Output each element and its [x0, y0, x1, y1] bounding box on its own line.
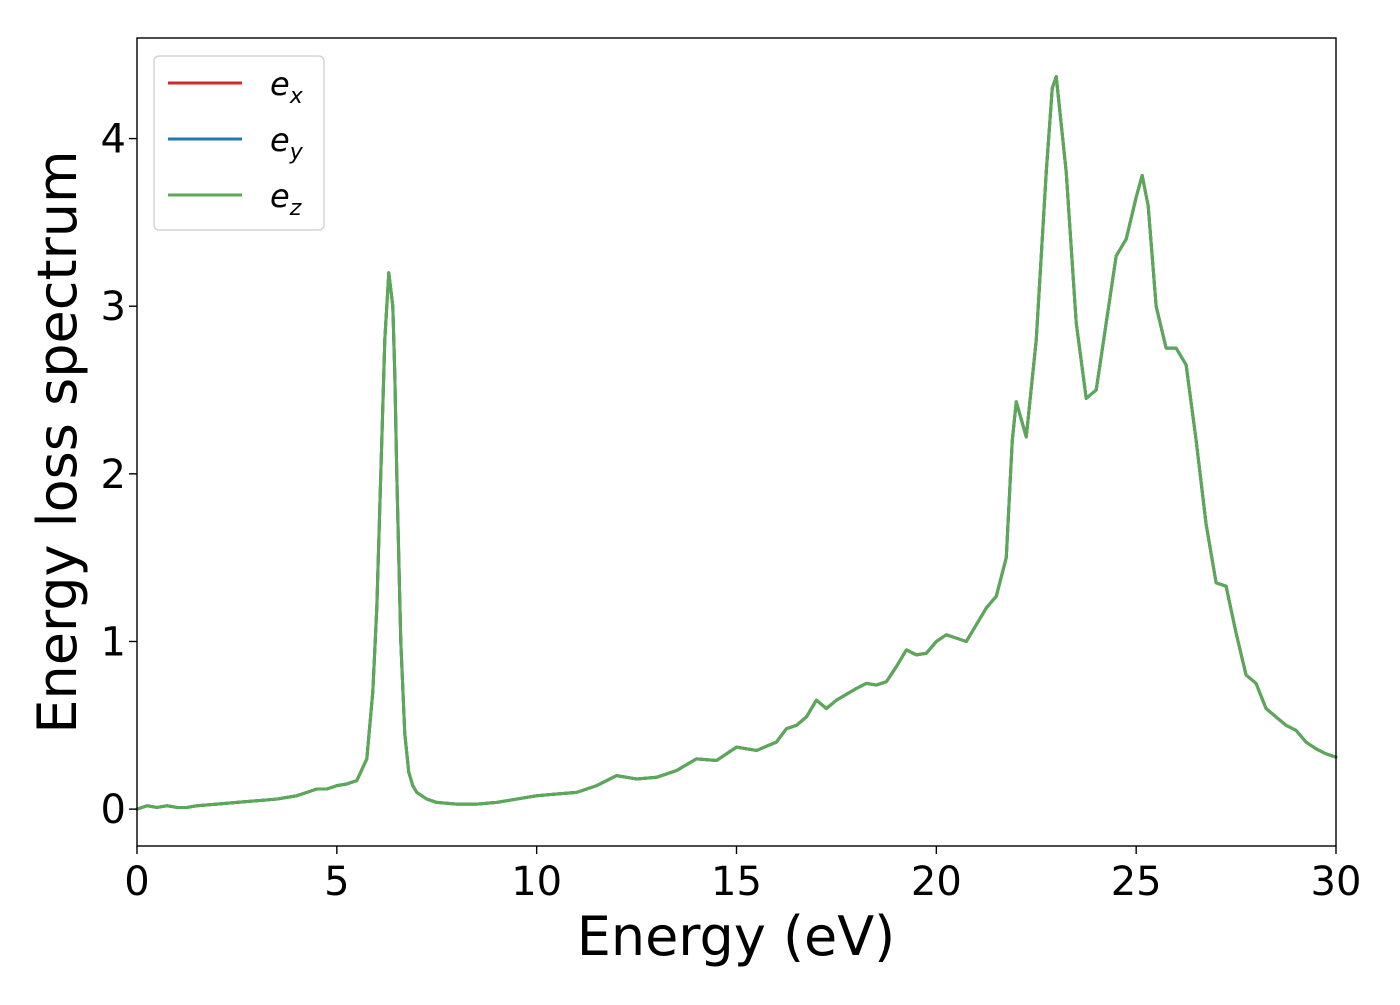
- y-tick-label: 0: [101, 787, 126, 833]
- x-tick-label: 0: [124, 859, 149, 905]
- x-tick-label: 25: [1111, 859, 1162, 905]
- y-tick-label: 2: [101, 452, 126, 498]
- y-axis-label: Energy loss spectrum: [26, 150, 89, 733]
- x-tick-label: 15: [711, 859, 762, 905]
- legend-box: [153, 55, 325, 231]
- x-axis: 0 5 10 15 20 25 30: [124, 846, 1361, 905]
- x-axis-label: Energy (eV): [577, 905, 896, 968]
- y-axis: 0 1 2 3 4: [101, 117, 137, 833]
- x-tick-label: 10: [511, 859, 562, 905]
- x-tick-label: 30: [1311, 859, 1362, 905]
- y-tick-label: 3: [101, 284, 126, 330]
- series-line-e-z: [135, 75, 1338, 811]
- y-tick-label: 4: [101, 117, 126, 163]
- y-tick-label: 1: [101, 619, 126, 665]
- x-tick-label: 5: [324, 859, 349, 905]
- x-tick-label: 20: [911, 859, 962, 905]
- plot-area: [137, 38, 1336, 846]
- series-layer: [135, 75, 1338, 811]
